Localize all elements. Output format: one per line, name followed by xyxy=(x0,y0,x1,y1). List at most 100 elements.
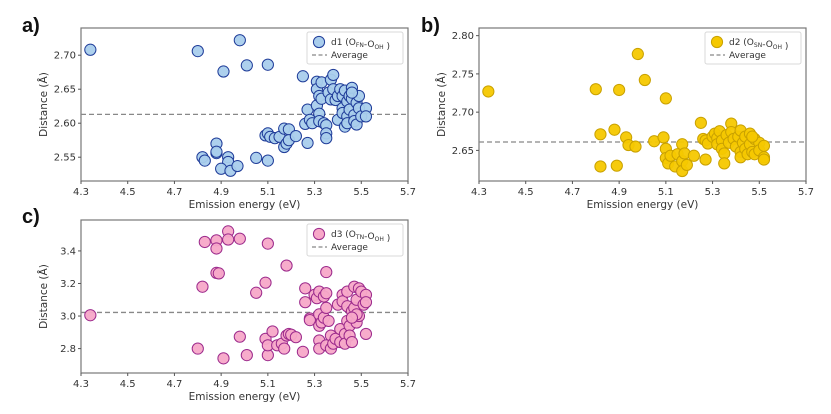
data-point xyxy=(718,157,731,170)
legend-series-label: d1 (OFN-OOH ) xyxy=(331,38,390,52)
data-point xyxy=(746,130,759,143)
data-point xyxy=(261,58,274,71)
x-tick-label: 5.5 xyxy=(353,187,369,198)
data-point xyxy=(687,149,700,162)
scatter-points xyxy=(84,34,373,177)
data-point xyxy=(320,287,333,300)
x-tick-label: 5.1 xyxy=(260,379,276,390)
legend: d3 (OTN-OOH )Average xyxy=(306,223,404,257)
data-point xyxy=(278,342,291,355)
x-tick-label: 4.5 xyxy=(518,187,534,198)
legend-marker xyxy=(312,35,326,49)
y-tick-label: 3.2 xyxy=(60,279,76,290)
x-axis-title: Emission energy (eV) xyxy=(189,391,301,403)
data-point xyxy=(222,233,235,246)
y-tick-label: 2.65 xyxy=(54,85,76,96)
x-tick-label: 4.7 xyxy=(564,187,580,198)
x-tick-label: 4.3 xyxy=(73,187,89,198)
scatter-points xyxy=(84,225,373,365)
data-point xyxy=(757,153,771,166)
data-point xyxy=(345,311,359,324)
y-axis-title: Distance (Å) xyxy=(435,72,448,137)
x-tick-label: 5.3 xyxy=(307,379,323,390)
y-tick-label: 2.70 xyxy=(452,108,474,119)
legend-average-label: Average xyxy=(331,243,368,253)
data-point xyxy=(233,330,246,343)
data-point xyxy=(694,116,707,129)
scatter-points xyxy=(482,47,771,178)
y-tick-label: 2.8 xyxy=(60,344,76,355)
y-tick-label: 2.70 xyxy=(54,51,76,62)
data-point xyxy=(191,45,204,58)
x-axis-title: Emission energy (eV) xyxy=(587,199,699,211)
data-point xyxy=(261,237,274,250)
y-tick-label: 3.0 xyxy=(60,312,76,323)
x-tick-label: 5.7 xyxy=(400,187,416,198)
y-tick-label: 2.60 xyxy=(54,119,76,130)
data-point xyxy=(303,314,316,327)
x-tick-label: 5.1 xyxy=(260,187,276,198)
data-point xyxy=(320,301,333,314)
data-point xyxy=(345,86,359,99)
data-point xyxy=(631,47,644,61)
legend-series-label: d2 (OSN-OOH ) xyxy=(729,38,788,52)
data-point xyxy=(198,154,211,167)
data-point xyxy=(594,160,607,173)
data-point xyxy=(259,276,272,289)
data-point xyxy=(250,151,263,164)
legend-average-label: Average xyxy=(331,51,368,61)
data-point xyxy=(320,132,333,145)
x-tick-label: 4.9 xyxy=(611,187,627,198)
legend-box xyxy=(704,31,802,65)
data-point xyxy=(196,280,209,293)
data-point xyxy=(289,130,302,143)
data-point xyxy=(359,327,373,341)
legend: d1 (OFN-OOH )Average xyxy=(306,31,404,65)
data-point xyxy=(359,110,373,123)
data-point xyxy=(299,296,312,309)
x-axis-title: Emission energy (eV) xyxy=(189,199,301,211)
data-point xyxy=(345,335,359,349)
data-point xyxy=(296,345,309,358)
data-point xyxy=(680,158,693,172)
data-point xyxy=(217,65,230,78)
data-point xyxy=(210,242,223,255)
data-point xyxy=(84,309,97,322)
data-point xyxy=(217,352,230,365)
y-tick-label: 3.4 xyxy=(60,246,76,257)
data-point xyxy=(296,70,309,83)
x-tick-label: 4.9 xyxy=(213,187,229,198)
data-point xyxy=(589,83,602,96)
data-point xyxy=(250,286,263,299)
data-point xyxy=(359,296,373,309)
data-point xyxy=(610,159,623,172)
data-point xyxy=(266,325,279,338)
x-tick-label: 5.1 xyxy=(658,187,674,198)
data-point xyxy=(210,145,223,158)
x-tick-label: 4.9 xyxy=(213,379,229,390)
data-point xyxy=(231,159,244,173)
data-point xyxy=(84,43,97,56)
x-tick-label: 5.5 xyxy=(751,187,767,198)
y-tick-label: 2.55 xyxy=(54,153,76,164)
x-tick-label: 4.5 xyxy=(120,187,136,198)
data-point xyxy=(240,59,253,72)
data-point xyxy=(233,232,246,245)
y-axis-title: Distance (Å) xyxy=(37,72,50,137)
data-point xyxy=(613,83,626,97)
data-point xyxy=(594,128,607,141)
legend-box xyxy=(306,223,404,257)
data-point xyxy=(191,342,204,355)
panel-label-c: c) xyxy=(22,206,40,228)
data-point xyxy=(280,259,293,272)
panel-label-a: a) xyxy=(22,15,40,37)
x-tick-label: 4.3 xyxy=(471,187,487,198)
data-point xyxy=(289,331,302,344)
data-point xyxy=(198,235,211,249)
y-axis-title: Distance (Å) xyxy=(37,264,50,329)
data-point xyxy=(629,140,642,153)
y-tick-label: 2.80 xyxy=(452,31,474,42)
legend-box xyxy=(306,31,404,65)
data-point xyxy=(320,265,333,279)
data-point xyxy=(482,85,495,98)
